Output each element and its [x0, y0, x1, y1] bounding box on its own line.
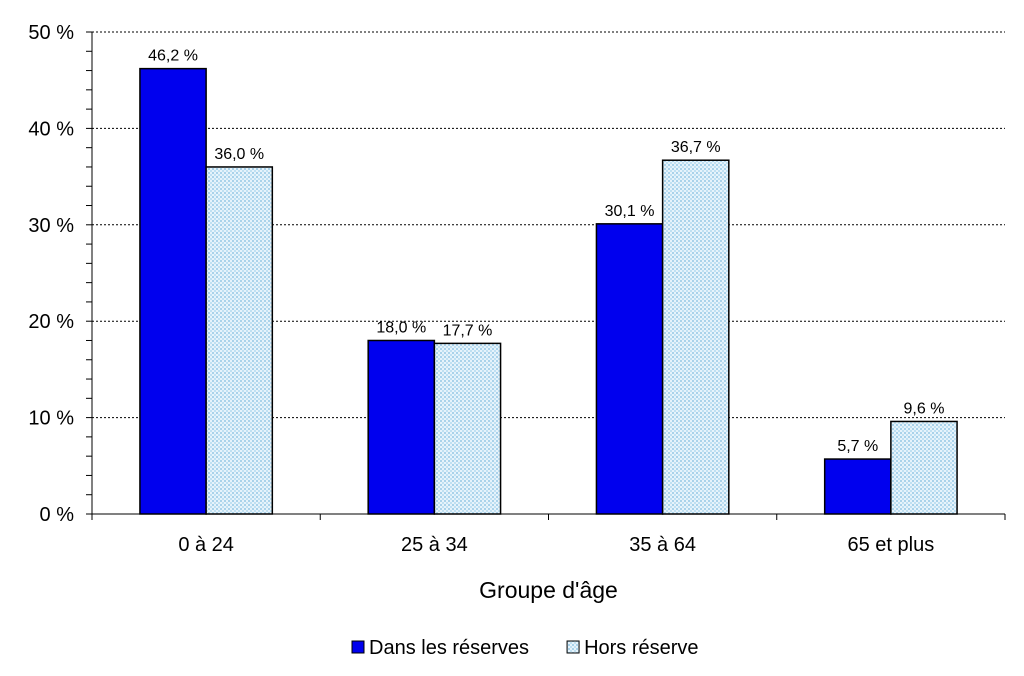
legend-label: Hors réserve — [584, 637, 698, 659]
y-tick-label: 40 % — [28, 118, 74, 140]
bar — [661, 159, 730, 515]
legend-swatch — [566, 640, 580, 654]
bar — [367, 339, 436, 515]
data-labels: 46,2 % 18,0 % 30,1 % 5,7 % 36,0 % 17,7 % 36,7 … — [148, 48, 944, 455]
x-tick-label: 65 et plus — [848, 534, 935, 556]
x-tick-label: 35 à 64 — [629, 534, 696, 556]
data-label: 36,7 % — [671, 139, 721, 156]
data-label: 5,7 % — [837, 438, 878, 455]
data-label: 9,6 % — [904, 400, 945, 417]
x-tick-label: 0 à 24 — [178, 534, 234, 556]
y-tick-label: 10 % — [28, 408, 74, 430]
data-label: 18,0 % — [376, 319, 426, 336]
data-label: 17,7 % — [443, 322, 493, 339]
bar — [890, 420, 958, 515]
bar — [139, 67, 207, 515]
bar — [595, 223, 664, 515]
y-axis: 0 % 10 % 20 % 30 % 40 % 50 % — [28, 22, 93, 526]
bar — [433, 342, 502, 515]
bar — [823, 458, 892, 515]
x-tick-label: 25 à 34 — [401, 534, 468, 556]
y-tick-label: 0 % — [40, 504, 75, 526]
y-tick-label: 20 % — [28, 311, 74, 333]
legend-swatch — [351, 640, 365, 654]
data-label: 46,2 % — [148, 48, 198, 65]
legend: Dans les réserves Hors réserve — [351, 637, 699, 659]
bar — [205, 166, 274, 515]
x-axis-title: Groupe d'âge — [479, 577, 618, 603]
data-label: 30,1 % — [605, 203, 655, 220]
bars — [139, 67, 958, 515]
data-label: 36,0 % — [214, 146, 264, 163]
y-tick-label: 50 % — [28, 22, 74, 44]
legend-label: Dans les réserves — [369, 637, 529, 659]
x-axis: 0 à 24 25 à 34 35 à 64 65 et plus — [91, 513, 1006, 556]
y-tick-label: 30 % — [28, 215, 74, 237]
